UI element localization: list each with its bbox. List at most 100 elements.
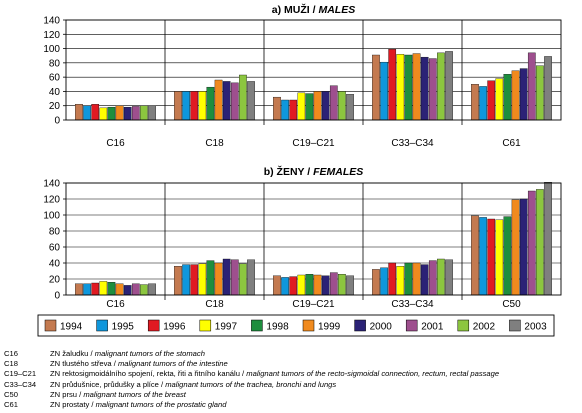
legend-label-1997: 1997	[215, 322, 238, 333]
chart-a-bar-1997	[198, 91, 207, 121]
legend-label-2000: 2000	[370, 322, 393, 333]
footnote-row: C33–C34 ZN průdušnice, průdušky a plíce /…	[4, 380, 582, 390]
chart-b-bar-2000	[123, 285, 132, 296]
footnotes: C16 ZN žaludku / malignant tumors of the …	[4, 349, 582, 410]
chart-a-y-tick-label: 140	[43, 16, 60, 27]
chart-a-bar-2000	[420, 56, 429, 121]
chart-a-bar-2003	[148, 105, 156, 121]
chart-a-category-label: C61	[502, 138, 521, 149]
chart-b-y-tick-label: 120	[43, 195, 60, 206]
chart-b-bar-2000	[519, 198, 528, 296]
chart-a-bar-1999	[412, 53, 421, 121]
chart-b-bar-1999	[511, 199, 520, 296]
chart-a-bar-1998	[503, 74, 512, 121]
chart-b-bar-1994	[372, 269, 380, 296]
chart-a-bar-1996	[190, 91, 199, 121]
chart-a-category-label: C16	[106, 138, 125, 149]
chart-a-bar-2001	[428, 58, 437, 121]
chart-b-bar-2002	[239, 263, 247, 296]
chart-a-bar-1995	[182, 91, 190, 121]
legend-swatch-1995	[96, 319, 108, 332]
chart-b-bar-1994	[471, 215, 479, 296]
chart-b-bar-1994	[75, 283, 83, 296]
chart-a-bar-1996	[289, 99, 298, 121]
chart-a-bar-1995	[380, 61, 388, 121]
chart-a-bar-2001	[230, 82, 239, 121]
chart-b-bar-1995	[479, 217, 487, 296]
chart-a-bar-2000	[321, 91, 330, 121]
footnote-code: C19–C21	[4, 369, 37, 379]
chart-b-bar-1997	[198, 263, 207, 296]
chart-a-frame	[65, 19, 562, 121]
chart-b-bar-1997	[396, 266, 405, 296]
chart-b-category-label: C18	[205, 299, 224, 310]
chart-b-bar-2001	[329, 272, 338, 296]
chart-b-bar-2002	[437, 258, 445, 296]
footnote-desc: ZN průdušnice, průdušky a plíce / malign…	[50, 379, 337, 389]
chart-b-category-label: C50	[502, 299, 521, 310]
chart-b-bar-1995	[281, 277, 289, 296]
chart-b-bar-1998	[503, 216, 512, 296]
chart-a-bar-2001	[131, 106, 140, 121]
chart-a-bar-1995	[281, 99, 289, 121]
chart-a-bar-2002	[140, 105, 148, 121]
chart-a-bar-1994	[174, 91, 182, 121]
chart-b-y-tick-label: 0	[54, 291, 60, 302]
chart-a-bar-1995	[479, 86, 487, 121]
footnote-row: C19–C21 ZN rektosigmoidálního spojení, re…	[4, 369, 582, 379]
chart-a-y-tick-label: 100	[43, 44, 60, 55]
chart-b-bar-2003	[247, 259, 255, 296]
chart-a-bar-2002	[239, 74, 247, 121]
chart-a-bar-1996	[487, 80, 496, 121]
chart-a-bar-1998	[404, 54, 413, 121]
chart-a-bar-1994	[471, 84, 479, 121]
footnote-desc: ZN tlustého střeva / malignant tumors of…	[50, 359, 228, 369]
chart-b-y-tick-label: 20	[49, 275, 61, 286]
chart-b-category-label: C33–C34	[391, 299, 434, 310]
chart-b-bar-1995	[182, 264, 190, 296]
footnote-desc: ZN prostaty / malignant tumors of the pr…	[50, 399, 227, 409]
footnote-desc: ZN žaludku / malignant tumors of the sto…	[50, 349, 205, 358]
chart-b-bar-1995	[83, 283, 91, 296]
chart-a-y-tick-label: 80	[49, 58, 61, 69]
chart-a-bar-1995	[83, 105, 91, 121]
chart-b-bar-2000	[420, 264, 429, 296]
chart-b-bar-1999	[412, 262, 421, 296]
chart-b-bar-1994	[174, 266, 182, 296]
chart-a-bar-1999	[214, 79, 223, 121]
chart-b-bar-1996	[289, 276, 298, 296]
chart-a-category-label: C19–C21	[292, 138, 335, 149]
chart-a-y-tick-label: 60	[49, 73, 61, 84]
chart-a-bar-1997	[99, 107, 108, 121]
footnote-desc: ZN rektosigmoidálního spojení, rekta, ři…	[50, 369, 500, 379]
legend-label-2003: 2003	[524, 322, 547, 333]
chart-b-y-tick-label: 140	[43, 179, 60, 190]
chart-b-title: b) ŽENY / FEMALES	[264, 165, 364, 178]
chart-b-frame	[65, 182, 562, 296]
chart-a-bar-1998	[206, 86, 215, 121]
chart-b-bar-1999	[214, 262, 223, 296]
chart-a-bar-2002	[338, 91, 346, 121]
legend-label-1999: 1999	[318, 322, 341, 333]
chart-b-bar-2003	[148, 283, 156, 296]
chart-a-bar-1998	[305, 93, 314, 121]
chart-b-y-tick-label: 100	[43, 211, 60, 222]
legend-swatch-2001	[405, 319, 418, 332]
chart-b-bar-1996	[388, 262, 397, 296]
chart-b-bar-1994	[273, 275, 281, 296]
chart-b-bar-2002	[140, 284, 148, 296]
chart-b-bar-1997	[99, 281, 108, 296]
chart-a-bar-1996	[91, 104, 100, 121]
chart-a-bar-2001	[527, 52, 536, 121]
chart-a-bar-1997	[495, 78, 504, 121]
footnote-code: C61	[4, 399, 18, 409]
chart-a-bar-2003	[544, 56, 552, 121]
chart-a-bar-1994	[273, 96, 281, 121]
legend-label-1995: 1995	[112, 322, 135, 333]
chart-b-bar-2000	[321, 275, 330, 296]
chart-b-bar-1996	[487, 218, 496, 296]
legend-swatch-1996	[147, 319, 160, 332]
chart-b-bar-2001	[428, 260, 437, 296]
chart-b-bar-1999	[115, 283, 124, 296]
chart-a-bar-1999	[313, 91, 322, 121]
